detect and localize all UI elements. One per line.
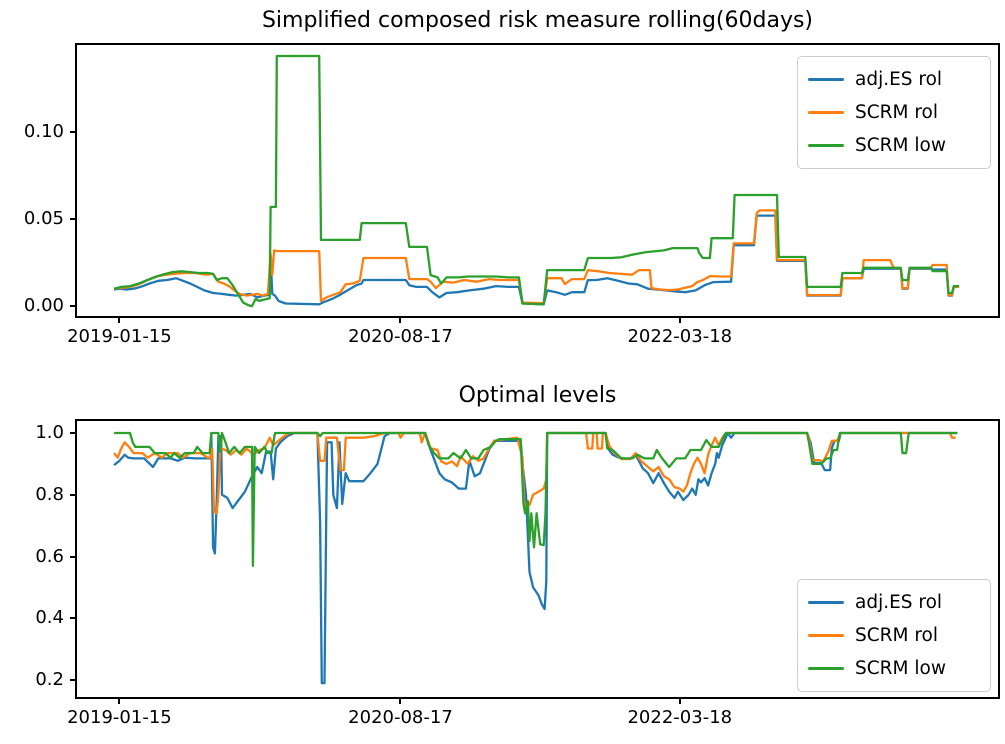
y-tick-mark [70, 617, 77, 620]
y-tick-mark [70, 493, 77, 496]
x-tick-label: 2020-08-17 [348, 326, 453, 347]
x-tick-label: 2022-03-18 [627, 326, 733, 347]
plot-area [113, 431, 958, 685]
legend-line-swatch [808, 667, 844, 670]
y-tick-label: 0.05 [23, 208, 64, 230]
legend-entry: SCRM rol [808, 96, 980, 129]
legend-label: SCRM rol [855, 625, 939, 646]
y-tick-mark [70, 131, 77, 134]
line-series-adj-es-rol [113, 214, 960, 306]
legend-label: SCRM low [855, 658, 946, 679]
legend-entry: adj.ES rol [808, 586, 980, 619]
y-tick-label: 0.8 [35, 483, 64, 505]
y-tick-mark [70, 432, 77, 435]
x-tick-label: 2022-03-18 [627, 707, 733, 728]
y-tick-label: 0.00 [23, 295, 64, 317]
line-series-scrm-low [114, 431, 958, 567]
legend-line-swatch [808, 601, 844, 604]
legend-label: adj.ES rol [855, 592, 943, 613]
legend: adj.ES rol SCRM rol SCRM low [797, 579, 991, 692]
risk-chart-title: Simplified composed risk measure rolling… [261, 8, 814, 33]
line-series-scrm-rol [113, 209, 960, 305]
x-tick-mark [678, 697, 681, 704]
y-tick-mark [70, 679, 77, 682]
x-tick-mark [118, 316, 121, 323]
legend-entry: SCRM low [808, 652, 980, 685]
legend-label: SCRM low [855, 135, 946, 156]
legend-line-swatch [808, 144, 844, 147]
legend: adj.ES rol SCRM rol SCRM low [797, 56, 991, 169]
x-tick-mark [399, 697, 402, 704]
legend-entry: adj.ES rol [808, 63, 980, 96]
x-tick-label: 2019-01-15 [67, 326, 172, 347]
y-tick-mark [70, 218, 77, 221]
legend-line-swatch [808, 78, 844, 81]
y-tick-label: 1.0 [35, 422, 64, 444]
legend-line-swatch [808, 111, 844, 114]
line-series-scrm-low [113, 54, 960, 308]
x-tick-mark [118, 697, 121, 704]
legend-label: adj.ES rol [855, 69, 943, 90]
y-tick-label: 0.10 [23, 121, 64, 143]
y-tick-label: 0.2 [35, 669, 64, 691]
legend-line-swatch [808, 634, 844, 637]
line-series-adj-es-rol [113, 431, 958, 685]
y-tick-mark [70, 305, 77, 308]
legend-entry: SCRM rol [808, 619, 980, 652]
x-tick-mark [399, 316, 402, 323]
legend-entry: SCRM low [808, 129, 980, 162]
y-tick-label: 0.4 [35, 607, 64, 629]
optimal-levels-chart-title: Optimal levels [458, 383, 617, 408]
plot-area [113, 54, 960, 308]
x-tick-mark [678, 316, 681, 323]
x-tick-label: 2019-01-15 [67, 707, 172, 728]
y-tick-mark [70, 555, 77, 558]
y-tick-label: 0.6 [35, 545, 64, 567]
legend-label: SCRM rol [855, 102, 939, 123]
line-series-scrm-rol [113, 431, 956, 515]
x-tick-label: 2020-08-17 [348, 707, 453, 728]
